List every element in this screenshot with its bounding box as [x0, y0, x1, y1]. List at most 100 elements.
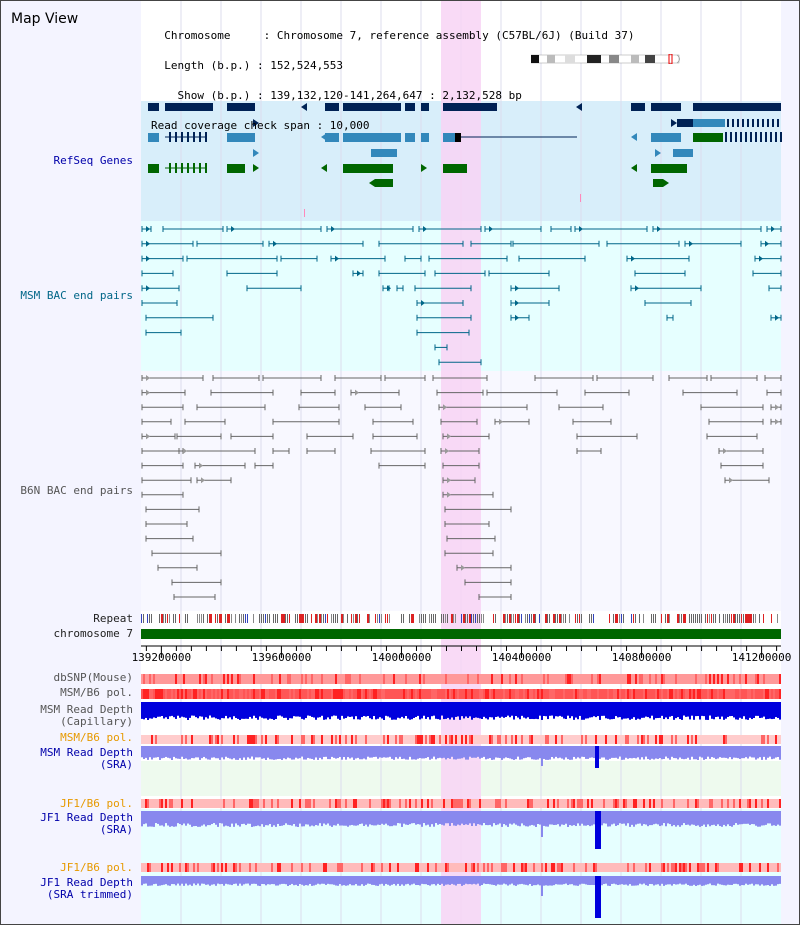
msm-depth-cap-bar	[735, 702, 737, 720]
msm-b6-pol-sra-band-cell	[767, 735, 769, 744]
repeat-element	[403, 614, 404, 623]
msm-bac-label[interactable]: MSM BAC end pairs	[20, 289, 133, 302]
repeat-element	[651, 614, 652, 623]
msm-depth-cap-bar	[203, 702, 205, 720]
jf1-b6-pol-trim-band-cell	[777, 863, 779, 872]
msm-b6-pol-sra-band-cell	[469, 735, 471, 744]
axis-tick-label: 139200000	[132, 651, 192, 664]
jf1-b6-pol-band-cell	[337, 799, 339, 808]
jf1-depth-trim-bar	[439, 876, 441, 885]
refseq-genes-label[interactable]: RefSeq Genes	[53, 154, 133, 167]
msm-b6-pol-label[interactable]: MSM/B6 pol.	[60, 686, 133, 699]
repeat-element	[725, 614, 726, 623]
jf1-b6-pol-trim-band-cell	[663, 863, 665, 872]
msm-b6-pol-sra-band-cell	[321, 735, 323, 744]
repeat-element	[763, 614, 764, 623]
repeat-element	[151, 614, 152, 623]
msm-b6-pol-sra-band-cell	[637, 735, 639, 744]
bac-arrow-icon	[447, 491, 451, 498]
msm-read-depth-capillary-label[interactable]: MSM Read Depth (Capillary)	[40, 703, 133, 728]
msm-depth-cap-bar	[557, 702, 559, 717]
jf1-depth-trim-bar	[231, 876, 233, 886]
jf1-read-depth-trim-label[interactable]: JF1 Read Depth (SRA trimmed)	[40, 876, 133, 901]
jf1-read-depth-sra-label[interactable]: JF1 Read Depth (SRA)	[40, 811, 133, 836]
jf1-depth-sra-bar	[677, 811, 679, 826]
msm-depth-cap-bar	[729, 702, 731, 717]
msm-b6-pol-band-cell	[689, 689, 691, 699]
jf1-depth-trim-bar	[773, 876, 775, 886]
dbsnp-label[interactable]: dbSNP(Mouse)	[53, 671, 133, 684]
jf1-depth-sra-bar	[475, 811, 477, 826]
msm-depth-cap-bar	[555, 702, 557, 717]
msm-depth-sra-bar	[471, 746, 473, 758]
jf1-depth-trim-bar	[287, 876, 289, 886]
dbsnp-band-cell	[467, 674, 469, 684]
jf1-b6-pol-trim-band-cell	[465, 863, 467, 872]
msm-depth-cap-bar	[379, 702, 381, 718]
repeat-element	[731, 614, 732, 623]
jf1-depth-sra-bar	[779, 811, 781, 826]
gene-exon	[325, 133, 339, 142]
msm-depth-cap-bar	[571, 702, 573, 717]
jf1-depth-trim-bar	[539, 876, 541, 886]
jf1-depth-sra-bar	[699, 811, 701, 827]
msm-b6-pol-band-cell	[655, 689, 657, 699]
jf1-b6-pol-band-cell	[453, 799, 455, 808]
msm-depth-cap-bar	[435, 702, 437, 719]
bac-arrow-icon	[775, 404, 779, 411]
msm-depth-sra-bar	[383, 746, 385, 758]
bac-arrow-icon	[273, 240, 277, 247]
msm-depth-sra-bar	[393, 746, 395, 760]
b6n-bac-label[interactable]: B6N BAC end pairs	[20, 484, 133, 497]
jf1-b6-pol-band-cell	[383, 799, 385, 808]
jf1-b6-pol-trim-label[interactable]: JF1/B6 pol.	[60, 861, 133, 874]
msm-depth-cap-bar	[251, 702, 253, 719]
msm-depth-cap-bar	[703, 702, 705, 717]
msm-depth-sra-bar	[487, 746, 489, 759]
jf1-depth-trim-bar	[303, 876, 305, 886]
msm-depth-cap-bar	[183, 702, 185, 718]
msm-b6-pol-band-cell	[245, 689, 247, 699]
jf1-depth-sra-bar	[317, 811, 319, 826]
msm-depth-cap-bar	[503, 702, 505, 718]
msm-depth-sra-bar	[593, 746, 595, 759]
msm-depth-cap-bar	[633, 702, 635, 718]
msm-depth-cap-bar	[717, 702, 719, 717]
msm-depth-sra-bar	[575, 746, 577, 759]
msm-depth-sra-bar	[469, 746, 471, 757]
jf1-depth-sra-bar	[747, 811, 749, 824]
msm-depth-cap-bar	[325, 702, 327, 720]
jf1-depth-sra-bar	[245, 811, 247, 826]
jf1-b6-pol-band-cell	[567, 799, 569, 808]
chromosome-ideogram-icon[interactable]	[531, 54, 683, 64]
repeat-label[interactable]: Repeat	[93, 612, 133, 625]
jf1-b6-pol-trim-band-cell	[483, 863, 485, 872]
repeat-element	[385, 614, 386, 623]
chromosome-track-label[interactable]: chromosome 7	[53, 627, 133, 640]
msm-depth-cap-bar	[269, 702, 271, 719]
msm-depth-sra-bar	[479, 746, 481, 759]
jf1-depth-sra-bar	[471, 811, 473, 826]
jf1-depth-trim-bar	[607, 876, 609, 886]
jf1-depth-sra-bar	[707, 811, 709, 825]
msm-b6-pol-sra-band-cell	[461, 735, 463, 744]
gene-exon	[148, 133, 159, 142]
msm-depth-cap-bar	[489, 702, 491, 718]
repeat-element	[555, 614, 556, 623]
jf1-b6-pol-trim-band-cell	[699, 863, 701, 872]
msm-b6-pol-sra-label[interactable]: MSM/B6 pol.	[60, 731, 133, 744]
jf1-depth-sra-bar	[551, 811, 553, 825]
msm-depth-sra-bar	[197, 746, 199, 758]
msm-read-depth-sra-label[interactable]: MSM Read Depth (SRA)	[40, 746, 133, 771]
dbsnp-band-cell	[639, 674, 641, 684]
msm-depth-sra-bar	[569, 746, 571, 760]
jf1-depth-sra-bar	[423, 811, 425, 824]
msm-depth-cap-bar	[519, 702, 521, 720]
jf1-b6-pol-label[interactable]: JF1/B6 pol.	[60, 797, 133, 810]
jf1-depth-trim-bar	[617, 876, 619, 886]
msm-depth-cap-bar	[607, 702, 609, 719]
jf1-depth-sra-bar	[405, 811, 407, 825]
jf1-depth-trim-bar	[247, 876, 249, 884]
msm-depth-cap-bar	[689, 702, 691, 720]
